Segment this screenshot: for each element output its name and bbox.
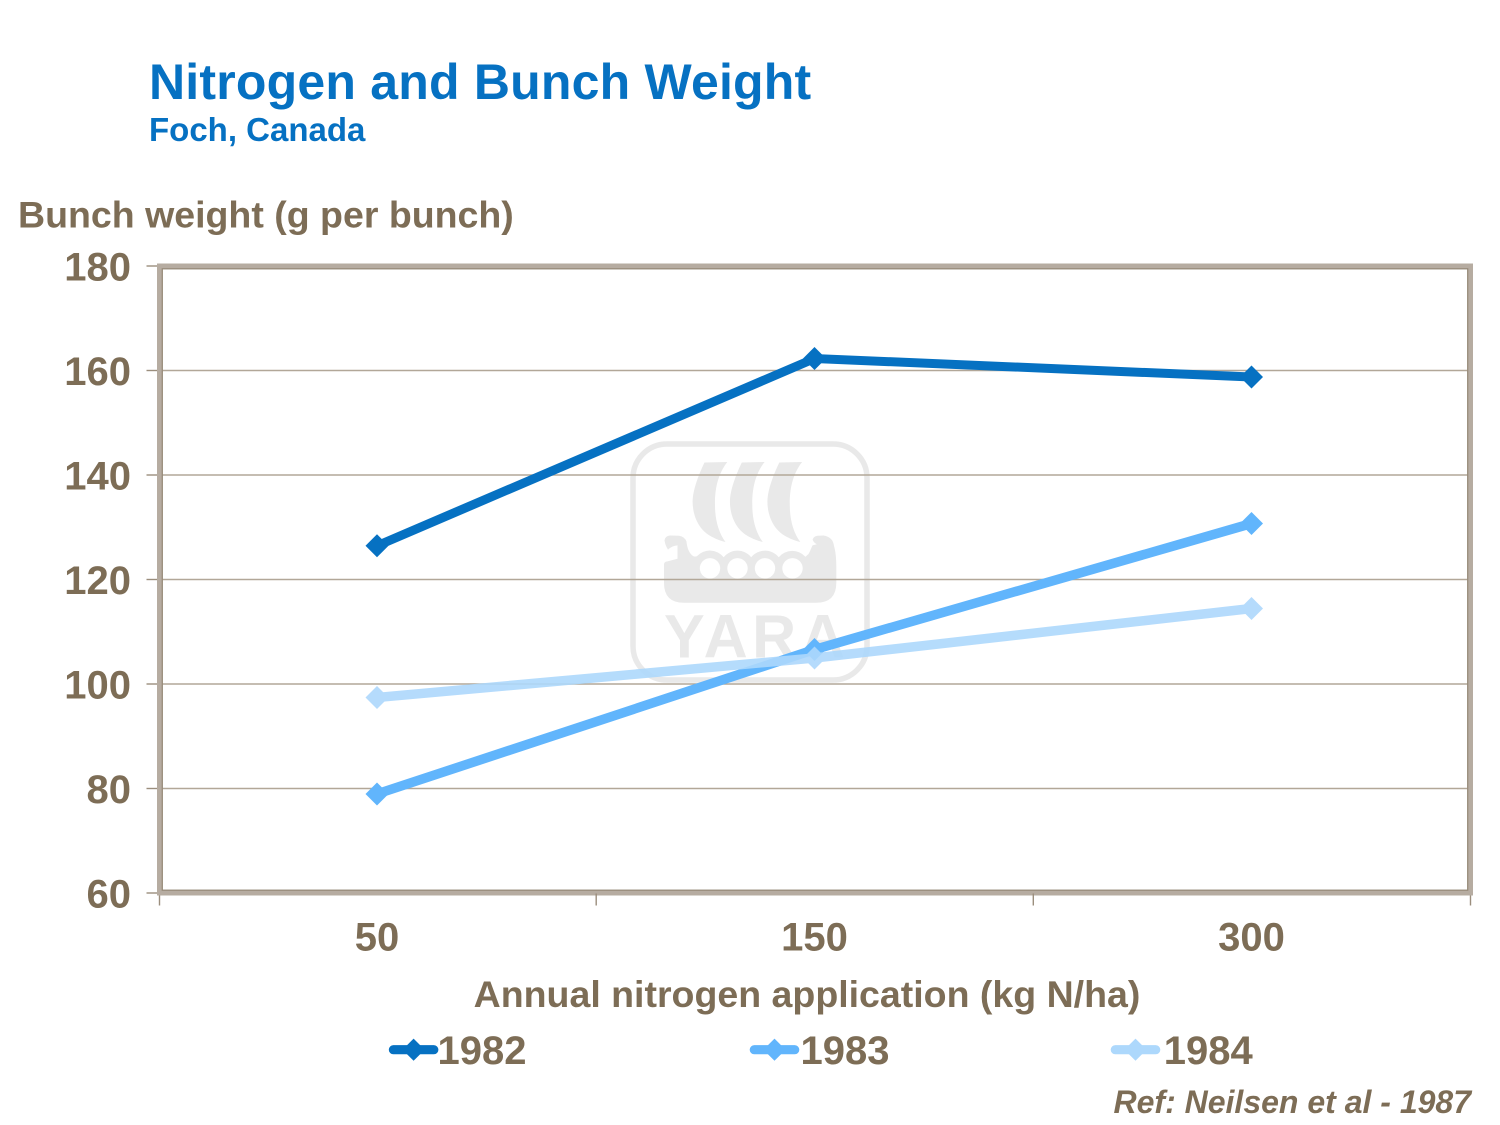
- svg-text:150: 150: [781, 916, 848, 960]
- svg-text:140: 140: [64, 454, 131, 498]
- svg-text:180: 180: [64, 245, 131, 289]
- svg-text:120: 120: [64, 559, 131, 603]
- svg-text:1984: 1984: [1164, 1029, 1254, 1073]
- svg-text:60: 60: [87, 872, 132, 916]
- svg-text:80: 80: [87, 768, 132, 812]
- svg-text:300: 300: [1218, 916, 1285, 960]
- svg-text:100: 100: [64, 663, 131, 707]
- svg-text:1983: 1983: [801, 1029, 890, 1073]
- svg-text:Nitrogen and Bunch Weight: Nitrogen and Bunch Weight: [149, 54, 812, 110]
- svg-text:Bunch weight (g per bunch): Bunch weight (g per bunch): [18, 194, 514, 236]
- svg-text:160: 160: [64, 350, 131, 394]
- svg-text:1982: 1982: [438, 1029, 527, 1073]
- svg-text:Annual nitrogen application (k: Annual nitrogen application (kg N/ha): [474, 973, 1141, 1015]
- svg-text:Ref: Neilsen et al - 1987: Ref: Neilsen et al - 1987: [1114, 1084, 1474, 1120]
- svg-text:50: 50: [355, 916, 400, 960]
- svg-text:Foch, Canada: Foch, Canada: [149, 111, 366, 148]
